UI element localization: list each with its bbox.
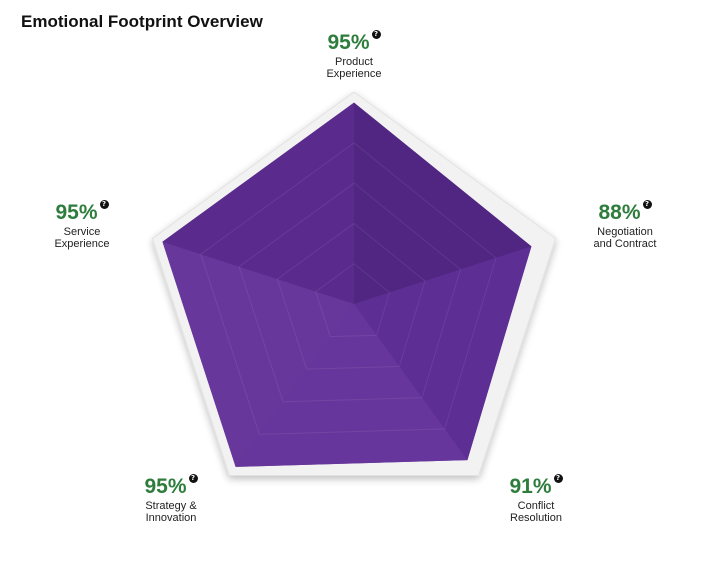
axis-label-2: 91%? Conflict Resolution <box>466 474 606 524</box>
radar-facet <box>235 304 468 467</box>
axis-name: Negotiation and Contract <box>593 226 657 250</box>
radar-grid-ring <box>238 182 462 403</box>
axis-label-1: 88%? Negotiation and Contract <box>555 200 695 250</box>
axis-value: 88% <box>598 201 641 224</box>
axis-label-0: 95%? Product Experience <box>284 30 424 80</box>
axis-name: Service Experience <box>54 226 110 250</box>
radar-grid-ring <box>315 263 391 338</box>
axis-label-3: 95%? Strategy & Innovation <box>101 474 241 524</box>
axis-value: 95% <box>327 31 370 54</box>
radar-facet <box>354 102 532 304</box>
axis-value: 91% <box>509 475 552 498</box>
question-circle-icon[interactable]: ? <box>188 474 198 483</box>
axis-name: Conflict Resolution <box>510 500 562 524</box>
radar-grid-ring <box>276 222 426 370</box>
question-circle-icon[interactable]: ? <box>371 30 381 39</box>
axis-value: 95% <box>144 475 187 498</box>
axis-label-4: 95%? Service Experience <box>12 200 152 250</box>
radar-grid-ring <box>200 142 497 435</box>
radar-facet <box>354 246 532 461</box>
radar-facet <box>162 241 354 467</box>
question-circle-icon[interactable]: ? <box>642 200 652 209</box>
question-circle-icon[interactable]: ? <box>99 200 109 209</box>
question-circle-icon[interactable]: ? <box>553 474 563 483</box>
axis-name: Product Experience <box>326 56 382 80</box>
axis-value: 95% <box>55 201 98 224</box>
chart-title: Emotional Footprint Overview <box>21 12 263 31</box>
axis-name: Strategy & Innovation <box>145 500 197 524</box>
radar-facet <box>162 102 354 304</box>
